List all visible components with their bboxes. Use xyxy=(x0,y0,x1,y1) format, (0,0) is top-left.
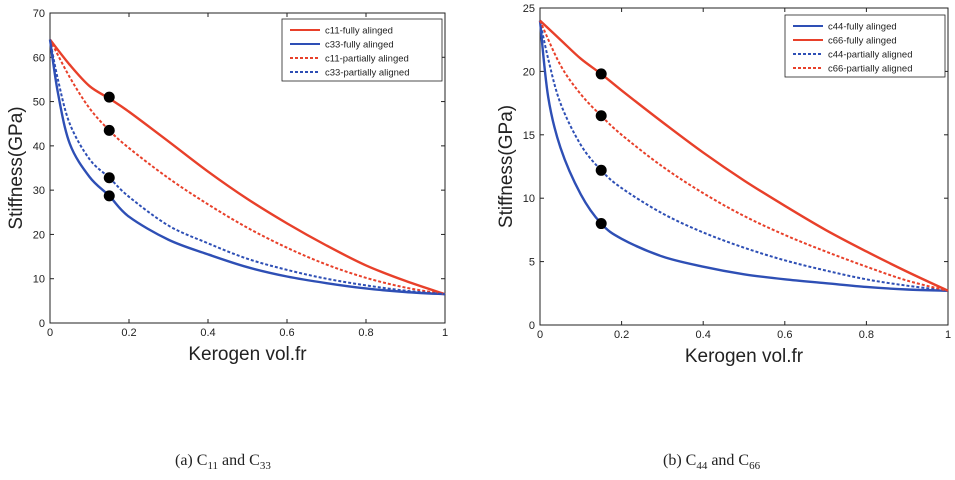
x-tick-label: 0.2 xyxy=(614,329,629,341)
x-tick-label: 0 xyxy=(537,329,543,341)
caption-b-prefix: (b) C xyxy=(663,452,697,469)
legend-label: c66-partially aligned xyxy=(828,64,913,75)
y-tick-label: 0 xyxy=(39,318,45,330)
caption-b-sub1: 44 xyxy=(696,460,708,473)
data-point-marker xyxy=(103,91,115,103)
series-line-1 xyxy=(48,39,446,296)
caption-a-prefix: (a) C xyxy=(175,452,208,469)
caption-a-mid: and C xyxy=(218,452,260,469)
y-tick-label: 30 xyxy=(33,185,45,197)
legend-label: c44-fully alinged xyxy=(828,22,897,33)
data-point-marker xyxy=(595,164,607,176)
y-tick-label: 50 xyxy=(33,97,45,109)
y-tick-label: 5 xyxy=(529,257,535,269)
y-tick-label: 20 xyxy=(523,66,535,78)
x-tick-label: 1 xyxy=(945,329,951,341)
y-tick-label: 10 xyxy=(33,274,45,286)
series-line-3 xyxy=(49,39,446,296)
legend-label: c11-fully alinged xyxy=(325,26,393,37)
x-tick-label: 0.6 xyxy=(777,329,792,341)
x-axis-label: Kerogen vol.fr xyxy=(188,344,307,365)
series-line-2 xyxy=(49,39,446,296)
legend-label: c33-fully alinged xyxy=(325,40,394,51)
x-axis-label: Kerogen vol.fr xyxy=(685,346,804,367)
x-tick-label: 0.2 xyxy=(121,327,136,339)
legend-label: c33-partially aligned xyxy=(325,68,410,79)
y-tick-label: 40 xyxy=(33,141,45,153)
caption-b-sub2: 66 xyxy=(749,460,761,473)
legend: c11-fully alinged c33-fully alinged c11-pa… xyxy=(281,18,443,82)
y-axis-label: Stiffness(GPa) xyxy=(6,106,27,229)
series-line-3 xyxy=(539,20,949,292)
y-tick-label: 0 xyxy=(529,320,535,332)
x-tick-label: 1 xyxy=(442,327,448,339)
legend-label: c44-partially aligned xyxy=(828,50,913,61)
caption-a: (a) C11 and C33 xyxy=(175,452,271,472)
x-tick-label: 0 xyxy=(47,327,53,339)
legend-label: c66-fully alinged xyxy=(828,36,897,47)
caption-b-mid: and C xyxy=(707,452,750,469)
y-tick-label: 70 xyxy=(33,8,45,20)
y-tick-label: 25 xyxy=(523,3,535,15)
data-point-marker xyxy=(103,190,115,202)
x-tick-label: 0.8 xyxy=(358,327,373,339)
y-tick-label: 15 xyxy=(523,130,535,142)
y-tick-label: 10 xyxy=(523,193,535,205)
legend: c44-fully alinged c66-fully alinged c44-pa… xyxy=(784,14,946,78)
caption-b: (b) C44 and C66 xyxy=(663,452,760,472)
x-tick-label: 0.6 xyxy=(279,327,294,339)
plot-frame xyxy=(539,7,949,326)
x-tick-label: 0.4 xyxy=(696,329,711,341)
y-axis-label: Stiffness(GPa) xyxy=(496,105,517,228)
series-line-2 xyxy=(539,20,949,292)
data-point-marker xyxy=(103,124,115,136)
caption-a-sub2: 33 xyxy=(259,460,271,473)
caption-a-sub1: 11 xyxy=(207,460,219,473)
series-line-0 xyxy=(49,38,446,296)
data-point-marker xyxy=(595,218,607,230)
series-line-1 xyxy=(539,19,949,292)
data-point-marker xyxy=(595,110,607,122)
plot-frame xyxy=(49,12,446,324)
legend-label: c11-partially alinged xyxy=(325,54,409,65)
data-point-marker xyxy=(595,68,607,80)
y-tick-label: 20 xyxy=(33,229,45,241)
x-tick-label: 0.8 xyxy=(859,329,874,341)
x-tick-label: 0.4 xyxy=(200,327,215,339)
series-line-0 xyxy=(538,20,949,292)
y-tick-label: 60 xyxy=(33,52,45,64)
data-point-marker xyxy=(103,172,115,184)
